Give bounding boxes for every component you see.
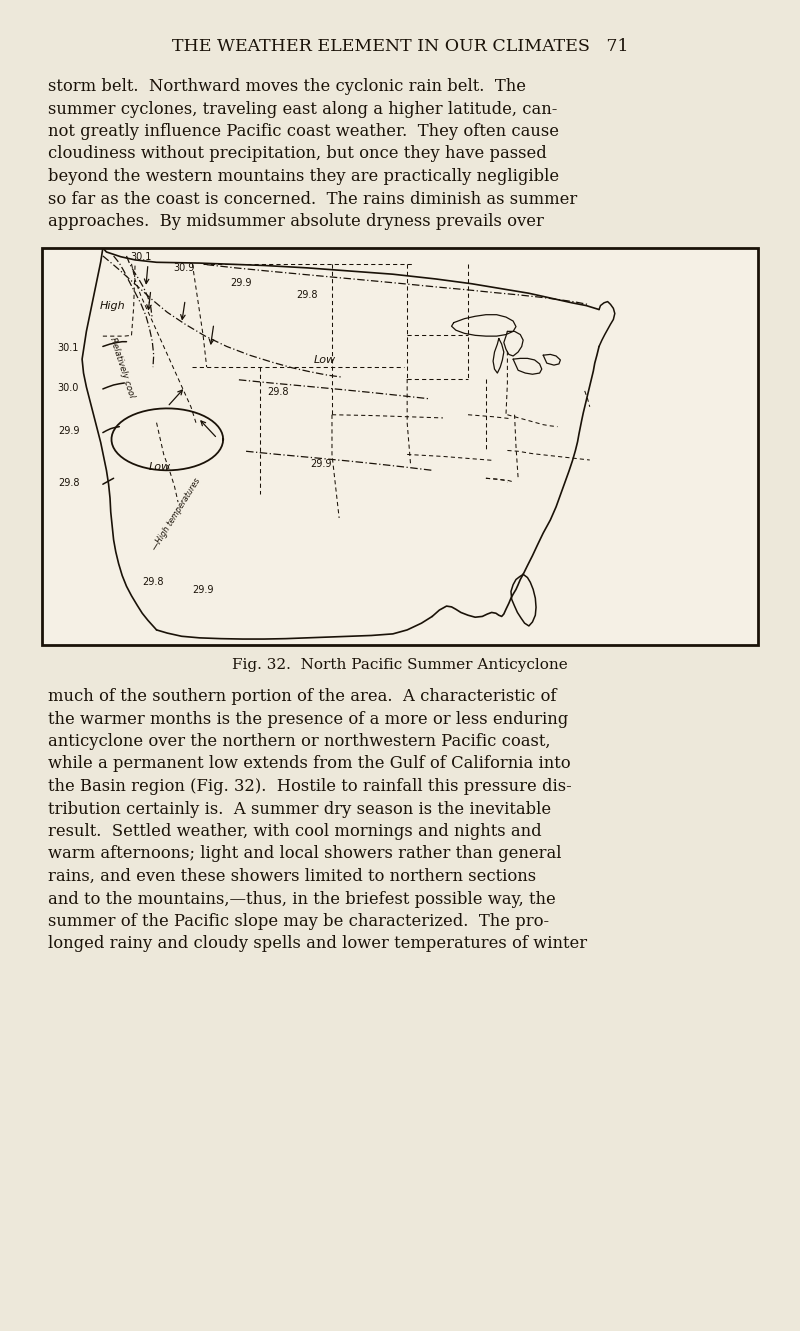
- Text: warm afternoons; light and local showers rather than general: warm afternoons; light and local showers…: [48, 845, 562, 862]
- Text: approaches.  By midsummer absolute dryness prevails over: approaches. By midsummer absolute drynes…: [48, 213, 544, 230]
- Text: 29.8: 29.8: [296, 290, 318, 299]
- Text: beyond the western mountains they are practically negligible: beyond the western mountains they are pr…: [48, 168, 559, 185]
- Text: while a permanent low extends from the Gulf of California into: while a permanent low extends from the G…: [48, 756, 570, 772]
- Text: anticyclone over the northern or northwestern Pacific coast,: anticyclone over the northern or northwe…: [48, 733, 550, 749]
- Text: 29.9: 29.9: [230, 278, 252, 287]
- Text: summer of the Pacific slope may be characterized.  The pro-: summer of the Pacific slope may be chara…: [48, 913, 549, 930]
- Text: THE WEATHER ELEMENT IN OUR CLIMATES   71: THE WEATHER ELEMENT IN OUR CLIMATES 71: [172, 39, 628, 55]
- Text: so far as the coast is concerned.  The rains diminish as summer: so far as the coast is concerned. The ra…: [48, 190, 578, 208]
- Text: 29.8: 29.8: [267, 387, 289, 397]
- Text: result.  Settled weather, with cool mornings and nights and: result. Settled weather, with cool morni…: [48, 823, 542, 840]
- Text: storm belt.  Northward moves the cyclonic rain belt.  The: storm belt. Northward moves the cyclonic…: [48, 79, 526, 95]
- Text: 29.8: 29.8: [142, 578, 164, 587]
- Text: Relatively cool: Relatively cool: [108, 337, 136, 399]
- Text: 29.8: 29.8: [58, 478, 79, 488]
- Text: 29.9: 29.9: [192, 586, 214, 595]
- Text: Low: Low: [149, 462, 171, 473]
- Text: cloudiness without precipitation, but once they have passed: cloudiness without precipitation, but on…: [48, 145, 546, 162]
- Text: rains, and even these showers limited to northern sections: rains, and even these showers limited to…: [48, 868, 536, 885]
- Text: the Basin region (Fig. 32).  Hostile to rainfall this pressure dis-: the Basin region (Fig. 32). Hostile to r…: [48, 779, 572, 795]
- Text: 30.0: 30.0: [58, 383, 79, 393]
- Text: Low: Low: [314, 355, 336, 365]
- Text: High: High: [99, 301, 125, 310]
- Text: summer cyclones, traveling east along a higher latitude, can-: summer cyclones, traveling east along a …: [48, 101, 558, 117]
- Text: —High temperatures: —High temperatures: [150, 476, 202, 552]
- Text: longed rainy and cloudy spells and lower temperatures of winter: longed rainy and cloudy spells and lower…: [48, 936, 587, 953]
- Text: not greatly influence Pacific coast weather.  They often cause: not greatly influence Pacific coast weat…: [48, 122, 559, 140]
- Bar: [42, 248, 758, 646]
- Text: 30.9: 30.9: [173, 262, 194, 273]
- Text: 29.9: 29.9: [310, 459, 332, 470]
- Text: Fig. 32.  North Pacific Summer Anticyclone: Fig. 32. North Pacific Summer Anticyclon…: [232, 658, 568, 672]
- Text: the warmer months is the presence of a more or less enduring: the warmer months is the presence of a m…: [48, 711, 568, 728]
- Text: tribution certainly is.  A summer dry season is the inevitable: tribution certainly is. A summer dry sea…: [48, 800, 551, 817]
- Text: 30.1: 30.1: [58, 343, 79, 353]
- Text: 29.9: 29.9: [58, 426, 79, 435]
- Text: and to the mountains,—thus, in the briefest possible way, the: and to the mountains,—thus, in the brief…: [48, 890, 556, 908]
- Text: much of the southern portion of the area.  A characteristic of: much of the southern portion of the area…: [48, 688, 557, 705]
- Text: 30.1: 30.1: [130, 252, 151, 262]
